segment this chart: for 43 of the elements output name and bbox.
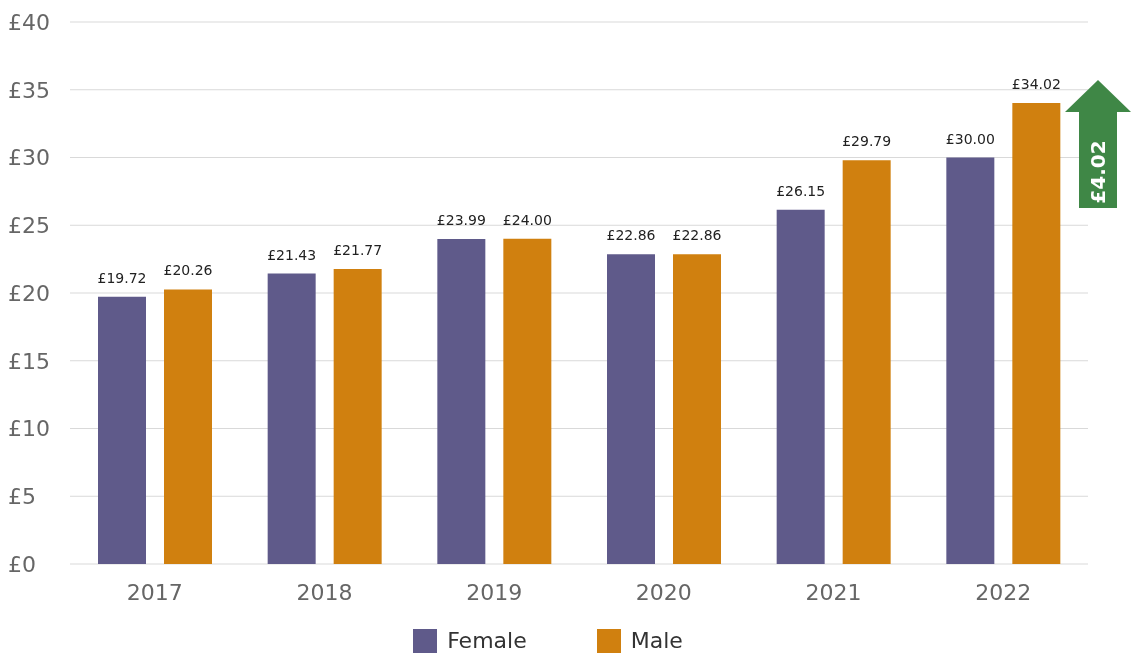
data-label: £29.79 (842, 133, 892, 150)
x-tick-label: 2020 (635, 579, 692, 605)
data-label: £20.26 (163, 262, 213, 279)
bar (437, 238, 486, 564)
data-label: £34.02 (1011, 76, 1061, 93)
bar (842, 160, 891, 564)
x-tick-label: 2021 (805, 579, 862, 605)
up-arrow-icon: £4.02 (1065, 80, 1131, 210)
x-tick-label: 2017 (126, 579, 183, 605)
y-tick-label: £0 (8, 551, 36, 577)
data-label: £19.72 (97, 269, 147, 286)
data-label: £22.86 (672, 227, 722, 244)
legend-label: Female (447, 628, 527, 653)
y-tick-label: £10 (8, 416, 50, 442)
data-label: £23.99 (436, 211, 486, 228)
bar (98, 296, 146, 564)
x-tick-label: 2019 (466, 579, 523, 605)
y-tick-label: £5 (8, 484, 36, 510)
bar (164, 289, 212, 564)
legend-label: Male (630, 628, 683, 653)
data-label: £21.43 (267, 246, 317, 263)
y-tick-label: £30 (8, 145, 50, 171)
y-tick-label: £15 (8, 348, 50, 374)
data-label: £21.77 (333, 242, 383, 259)
data-label: £22.86 (606, 227, 656, 244)
data-label: £30.00 (945, 130, 995, 147)
y-tick-label: £25 (8, 213, 50, 239)
x-tick-label: 2022 (975, 579, 1032, 605)
bar (333, 269, 382, 564)
bar (503, 238, 552, 564)
data-label: £26.15 (776, 182, 826, 199)
bar (776, 209, 825, 564)
x-tick-label: 2018 (296, 579, 353, 605)
bar (267, 273, 316, 564)
bar (1012, 103, 1061, 564)
y-tick-label: £20 (8, 280, 50, 306)
annotation: £4.02 (1086, 140, 1110, 204)
y-tick-label: £35 (8, 77, 50, 103)
y-tick-label: £40 (8, 9, 50, 35)
bar (607, 254, 655, 564)
bar (673, 254, 721, 564)
data-label: £24.00 (502, 211, 552, 228)
bar (946, 157, 995, 564)
